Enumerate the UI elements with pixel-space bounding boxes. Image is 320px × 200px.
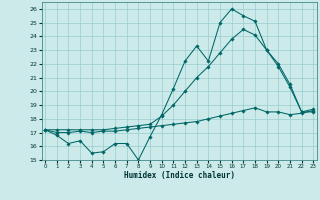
X-axis label: Humidex (Indice chaleur): Humidex (Indice chaleur)	[124, 171, 235, 180]
